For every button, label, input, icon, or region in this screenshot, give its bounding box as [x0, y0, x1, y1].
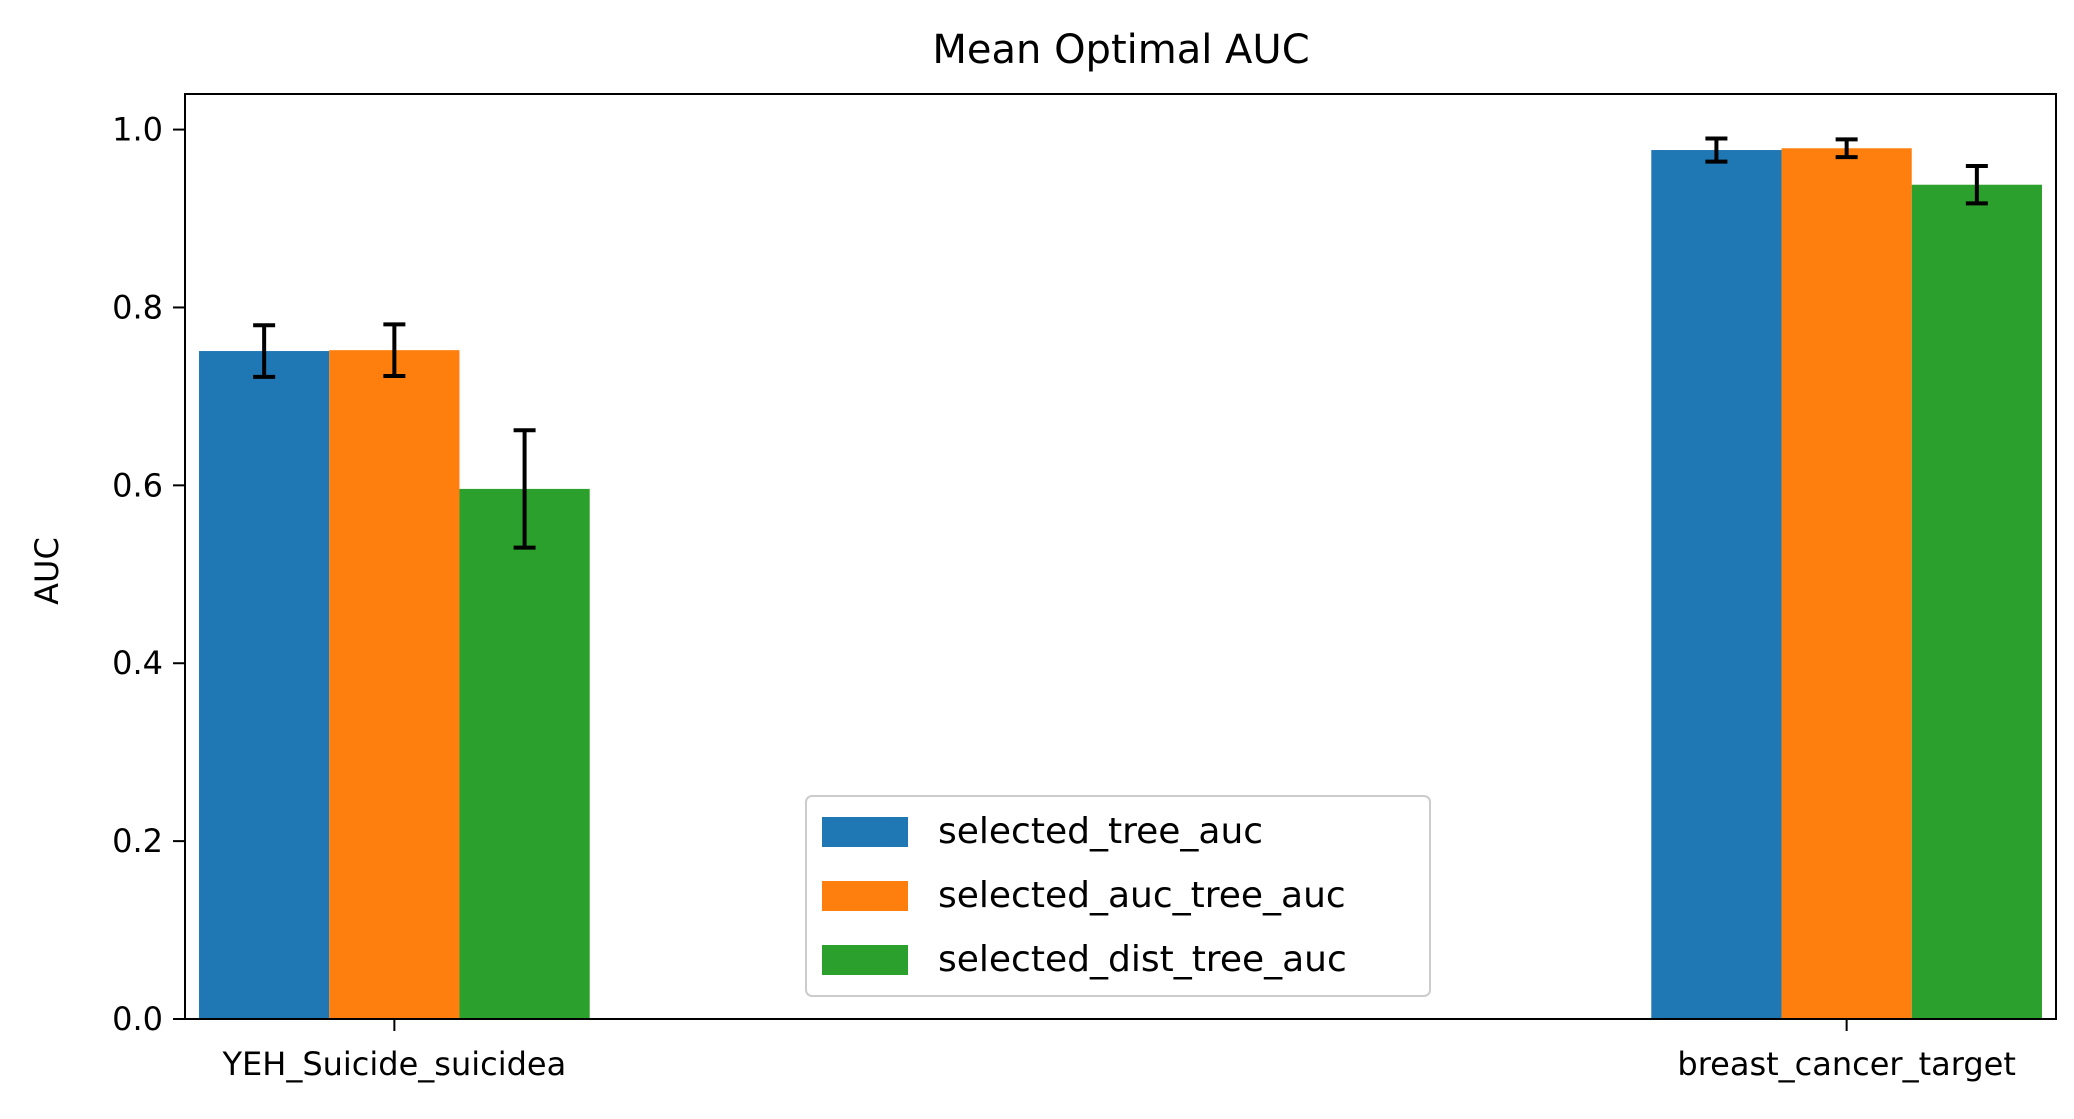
y-tick-label: 0.4 [112, 644, 163, 682]
bar-selected_auc_tree_auc-YEH_Suicide_suicidea [329, 350, 460, 1020]
legend-swatch-selected_tree_auc [822, 817, 908, 847]
y-tick-label: 0.6 [112, 466, 163, 504]
legend-swatch-selected_auc_tree_auc [822, 881, 908, 911]
y-tick-label: 1.0 [112, 111, 163, 149]
x-tick-label: YEH_Suicide_suicidea [221, 1045, 566, 1083]
legend-frame [805, 795, 1431, 997]
legend-swatch-selected_dist_tree_auc [822, 945, 908, 975]
bar-selected_dist_tree_auc-breast_cancer_target [1911, 184, 2042, 1019]
bars-layer [199, 148, 2042, 1020]
bar-selected_dist_tree_auc-YEH_Suicide_suicidea [459, 488, 590, 1020]
axes-layer: YEH_Suicide_suicidea breast_cancer_target… [112, 93, 2057, 1083]
plot-frame [184, 93, 2057, 1020]
chart-title: Mean Optimal AUC [932, 27, 1309, 73]
bar-selected_tree_auc-breast_cancer_target [1651, 150, 1782, 1019]
y-axis-label: AUC [28, 537, 66, 605]
legend: selected_tree_auc selected_auc_tree_aucse… [805, 795, 1431, 997]
legend-label-selected_auc_tree_auc: selected_auc_tree_auc [938, 875, 1346, 916]
legend-label-selected_dist_tree_auc: selected_dist_tree_auc [938, 939, 1347, 980]
y-tick-label: 0.0 [112, 1000, 163, 1038]
bar-selected_tree_auc-YEH_Suicide_suicidea [199, 351, 330, 1019]
error-bars-layer [253, 136, 1988, 550]
legend-label-selected_tree_auc: selected_tree_auc [938, 811, 1263, 852]
bar-selected_auc_tree_auc-breast_cancer_target [1781, 148, 1912, 1019]
y-tick-label: 0.2 [112, 822, 163, 860]
y-tick-label: 0.8 [112, 288, 163, 326]
x-tick-label: breast_cancer_target [1677, 1045, 2016, 1083]
